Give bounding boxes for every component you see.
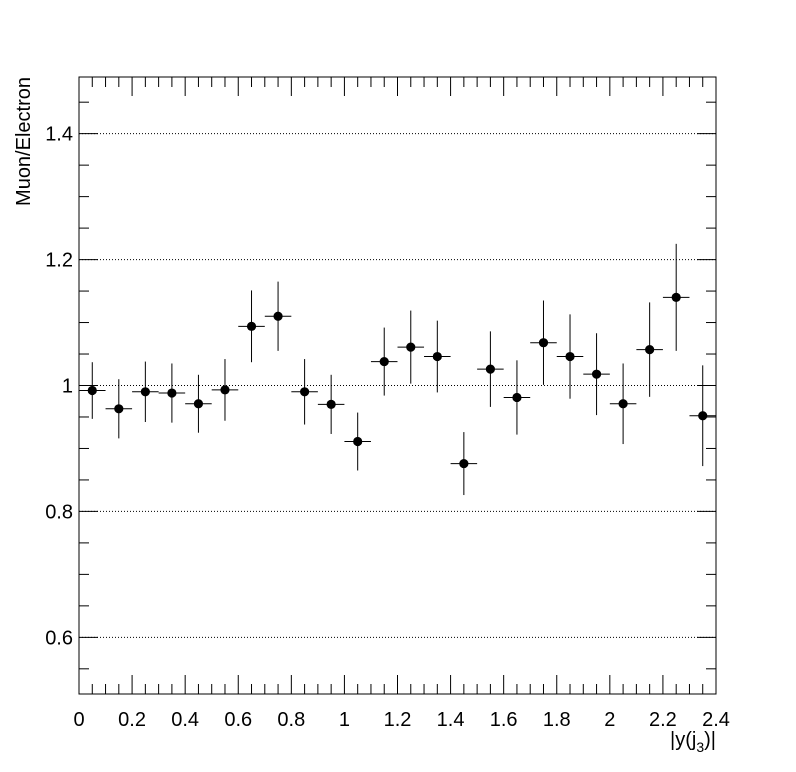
data-point — [530, 300, 557, 385]
y-grid-lines — [79, 133, 716, 638]
x-tick-label: 0.2 — [118, 709, 146, 731]
point-marker — [671, 292, 681, 302]
point-marker — [459, 458, 469, 469]
x-tick-label: 0 — [73, 709, 84, 731]
point-marker — [114, 404, 124, 414]
point-marker — [87, 385, 97, 396]
data-point — [79, 362, 106, 419]
point-marker — [220, 385, 230, 395]
data-point — [556, 314, 584, 399]
point-marker — [406, 342, 416, 352]
y-tick-label: 0.8 — [45, 501, 73, 523]
data-point — [503, 360, 531, 435]
x-tick-label: 2.2 — [649, 709, 677, 731]
data-point — [344, 412, 371, 471]
y-tick-label: 1 — [62, 376, 73, 398]
data-point — [291, 359, 318, 425]
y-axis-title: Muon/Electron — [13, 77, 35, 206]
data-point — [370, 327, 398, 396]
x-tick-label: 1.8 — [543, 709, 571, 731]
point-marker — [193, 399, 204, 409]
x-tick-label: 1.6 — [490, 709, 518, 731]
point-marker — [485, 364, 495, 374]
point-marker — [167, 388, 177, 398]
data-point — [450, 432, 478, 496]
x-tick-label: 2 — [604, 709, 615, 731]
point-marker — [140, 387, 150, 397]
point-marker — [538, 338, 549, 348]
point-marker — [353, 436, 363, 447]
data-point — [105, 379, 133, 439]
tick-labels: 0.6 0.8 1 1.2 1.4 0 0.2 0.4 0.6 0.8 1 1.2 1.4 1.6 1.8 2… — [45, 124, 730, 731]
data-point — [689, 365, 716, 467]
data-point — [238, 290, 265, 363]
point-marker — [273, 311, 283, 321]
data-point — [424, 320, 451, 393]
point-marker — [326, 399, 336, 409]
point-marker — [565, 351, 575, 362]
data-point — [583, 333, 610, 416]
plot-frame — [78, 76, 717, 695]
point-marker — [300, 387, 310, 397]
point-marker — [645, 345, 655, 355]
data-points — [79, 243, 716, 496]
data-point — [477, 331, 504, 407]
point-marker — [379, 356, 389, 367]
data-point — [264, 281, 292, 351]
point-marker — [618, 399, 628, 409]
x-tick-label: 1 — [339, 709, 350, 731]
data-point — [636, 302, 663, 397]
axis-ticks — [78, 77, 717, 694]
point-marker — [432, 351, 442, 362]
x-tick-label: 0.4 — [171, 709, 199, 731]
point-marker — [246, 321, 257, 331]
x-tick-label: 0.8 — [277, 709, 305, 731]
x-tick-label: 0.6 — [224, 709, 252, 731]
data-point — [662, 243, 690, 351]
y-tick-label: 1.2 — [45, 250, 73, 272]
x-axis-title: |y(j3)| — [670, 729, 716, 755]
point-marker — [512, 392, 522, 403]
data-point — [211, 359, 239, 421]
data-point — [609, 363, 637, 445]
data-point — [132, 361, 159, 423]
x-tick-label: 1.4 — [437, 709, 465, 731]
point-marker — [698, 411, 708, 421]
x-tick-label: 1.2 — [384, 709, 412, 731]
y-tick-label: 0.6 — [45, 627, 73, 649]
x-tick-label: 2.4 — [702, 709, 730, 731]
data-point — [158, 363, 186, 423]
point-marker — [591, 369, 602, 379]
y-tick-label: 1.4 — [45, 124, 73, 146]
data-point — [185, 374, 212, 433]
data-point — [397, 310, 425, 384]
data-point — [317, 374, 345, 434]
